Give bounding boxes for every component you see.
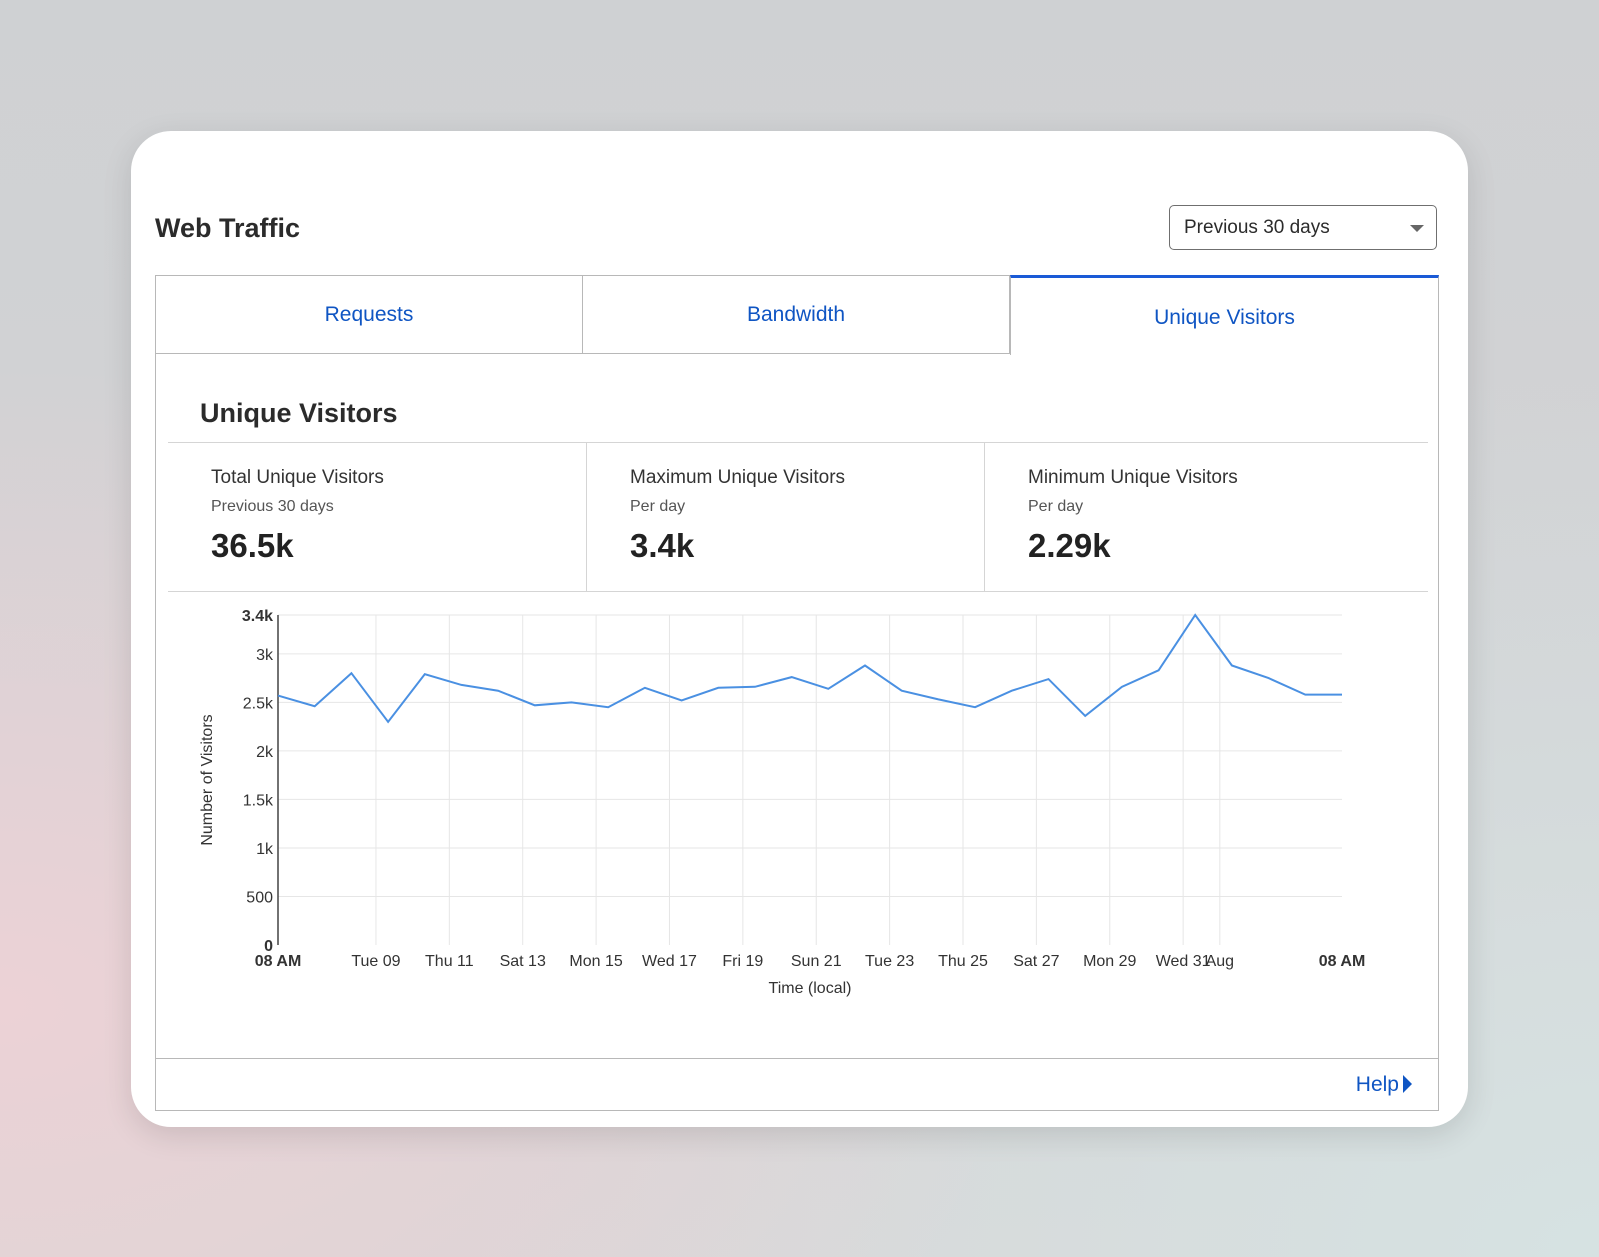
stat-label: Maximum Unique Visitors xyxy=(630,467,846,488)
data-point xyxy=(313,704,317,708)
x-tick-label: Wed 17 xyxy=(642,953,697,970)
data-point xyxy=(533,703,537,707)
data-point xyxy=(1120,685,1124,689)
data-point xyxy=(973,705,977,709)
data-point xyxy=(900,689,904,693)
data-point xyxy=(459,683,463,687)
panel-footer: Help xyxy=(156,1058,1438,1111)
stats-row: Total Unique Visitors Previous 30 days 3… xyxy=(168,442,1428,592)
line-chart-svg: 0 500 1k 1.5k 2k 2.5k 3k 3.4k 08 AM Tue 09 Thu 11 S… xyxy=(199,608,1366,997)
data-point xyxy=(423,672,427,676)
stat-sublabel: Per day xyxy=(1028,498,1084,515)
x-tick-label: Thu 11 xyxy=(425,953,474,970)
tab-bar: Requests Bandwidth Unique Visitors xyxy=(155,275,1439,355)
x-tick-label: 08 AM xyxy=(255,953,302,970)
card-header: Web Traffic Previous 30 days xyxy=(155,205,1437,253)
data-point xyxy=(790,675,794,679)
web-traffic-card: Web Traffic Previous 30 days Requests Ba… xyxy=(131,131,1468,1127)
data-point xyxy=(826,687,830,691)
stat-label: Total Unique Visitors xyxy=(211,467,384,488)
x-tick-label: Thu 25 xyxy=(938,953,988,970)
visitors-chart: 0 500 1k 1.5k 2k 2.5k 3k 3.4k 08 AM Tue 09 Thu 11 S… xyxy=(156,596,1438,1036)
chevron-down-icon xyxy=(1410,225,1424,232)
stat-label: Minimum Unique Visitors xyxy=(1028,467,1238,488)
x-tick-label: Aug xyxy=(1206,953,1234,970)
y-axis-title: Number of Visitors xyxy=(199,714,216,845)
stat-value: 2.29k xyxy=(1028,527,1111,564)
data-point xyxy=(936,697,940,701)
tab-requests[interactable]: Requests xyxy=(155,275,583,354)
data-point xyxy=(496,689,500,693)
data-point xyxy=(1267,676,1271,680)
data-point xyxy=(606,705,610,709)
data-point xyxy=(753,685,757,689)
data-point xyxy=(570,700,574,704)
section-title: Unique Visitors xyxy=(200,398,398,428)
stat-sublabel: Per day xyxy=(630,498,686,515)
x-tick-label: Sat 13 xyxy=(500,953,546,970)
caret-right-icon xyxy=(1403,1075,1412,1093)
stat-maximum: Maximum Unique Visitors Per day 3.4k xyxy=(586,443,984,591)
y-tick-label: 3.4k xyxy=(242,608,273,625)
traffic-panel: Requests Bandwidth Unique Visitors Uniqu… xyxy=(155,275,1439,1111)
tab-bandwidth[interactable]: Bandwidth xyxy=(582,275,1010,354)
stat-total: Total Unique Visitors Previous 30 days 3… xyxy=(168,443,574,591)
tab-unique-visitors[interactable]: Unique Visitors xyxy=(1010,275,1439,355)
data-point xyxy=(863,663,867,667)
data-point xyxy=(1157,668,1161,672)
series-line xyxy=(277,613,1342,724)
help-label: Help xyxy=(1355,1073,1399,1096)
date-range-value: Previous 30 days xyxy=(1184,217,1330,238)
x-tick-label: Sun 21 xyxy=(791,953,842,970)
stat-minimum: Minimum Unique Visitors Per day 2.29k xyxy=(984,443,1428,591)
data-point xyxy=(1010,689,1014,693)
x-tick-label: Fri 19 xyxy=(722,953,763,970)
x-tick-label: Tue 23 xyxy=(865,953,914,970)
x-tick-label: 08 AM xyxy=(1319,953,1366,970)
y-tick-label: 500 xyxy=(246,889,273,906)
stat-sublabel: Previous 30 days xyxy=(211,498,334,515)
page-title: Web Traffic xyxy=(155,213,301,243)
y-tick-label: 1.5k xyxy=(243,792,274,809)
date-range-select[interactable]: Previous 30 days xyxy=(1169,205,1437,250)
data-point xyxy=(1340,693,1344,697)
x-axis-title: Time (local) xyxy=(769,980,852,997)
data-point xyxy=(276,694,280,698)
data-point xyxy=(1193,613,1197,617)
stat-value: 3.4k xyxy=(630,527,695,564)
data-point xyxy=(386,720,390,724)
x-tick-label: Mon 29 xyxy=(1083,953,1136,970)
x-tick-label: Mon 15 xyxy=(569,953,622,970)
help-link[interactable]: Help xyxy=(1356,1073,1412,1097)
data-point xyxy=(1083,714,1087,718)
x-tick-label: Wed 31 xyxy=(1156,953,1211,970)
data-point xyxy=(349,671,353,675)
data-point xyxy=(643,686,647,690)
data-point xyxy=(1046,677,1050,681)
data-point xyxy=(1230,663,1234,667)
y-tick-label: 2.5k xyxy=(243,695,274,712)
x-tick-label: Sat 27 xyxy=(1013,953,1059,970)
y-tick-label: 0 xyxy=(264,938,273,955)
data-point xyxy=(680,698,684,702)
x-tick-label: Tue 09 xyxy=(351,953,400,970)
y-tick-label: 1k xyxy=(256,841,274,858)
y-tick-label: 3k xyxy=(256,647,274,664)
data-point xyxy=(1303,693,1307,697)
stat-value: 36.5k xyxy=(211,527,294,564)
y-tick-label: 2k xyxy=(256,744,274,761)
data-point xyxy=(716,686,720,690)
